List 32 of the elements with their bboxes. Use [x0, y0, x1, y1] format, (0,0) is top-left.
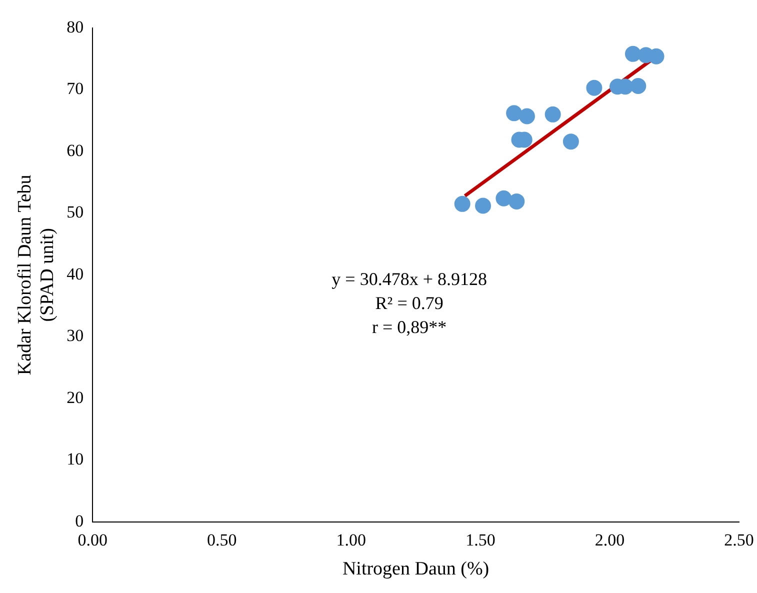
y-tick-label: 20: [66, 388, 84, 407]
point: [624, 46, 641, 62]
y-axis-title: Kadar Klorofil Daun Tebu (SPAD unit): [14, 174, 58, 376]
annotation: r = 0,89**: [372, 316, 447, 337]
point: [562, 134, 579, 150]
point: [648, 48, 664, 64]
annotation: y = 30.478x + 8.9128: [332, 268, 487, 289]
y-tick-label: 10: [66, 450, 84, 469]
point: [506, 105, 522, 122]
point: [586, 80, 602, 96]
x-tick-label: 2.00: [594, 530, 625, 550]
x-tick-label: 0.00: [78, 530, 108, 550]
x-tick-label: 1.00: [336, 530, 366, 550]
x-axis-title: Nitrogen Daun (%): [342, 558, 490, 580]
annotation: R² = 0.79: [375, 292, 444, 313]
y-tick-label: 40: [66, 264, 84, 284]
x-tick-label: 0.50: [207, 530, 237, 550]
point: [518, 108, 535, 124]
point: [496, 190, 512, 206]
point: [475, 198, 492, 214]
y-tick-label: 30: [66, 326, 84, 346]
point: [508, 193, 525, 210]
y-tick-label: 0: [75, 511, 84, 530]
x-tick-label: 2.50: [724, 530, 754, 550]
y-tick-label: 50: [66, 202, 84, 222]
y-tick-label: 70: [66, 79, 84, 98]
point: [454, 196, 470, 212]
y-tick-label: 60: [66, 140, 84, 160]
point: [630, 78, 646, 94]
x-tick-label: 1.50: [466, 530, 496, 550]
y-tick-label: 80: [66, 17, 84, 36]
point: [544, 106, 561, 122]
